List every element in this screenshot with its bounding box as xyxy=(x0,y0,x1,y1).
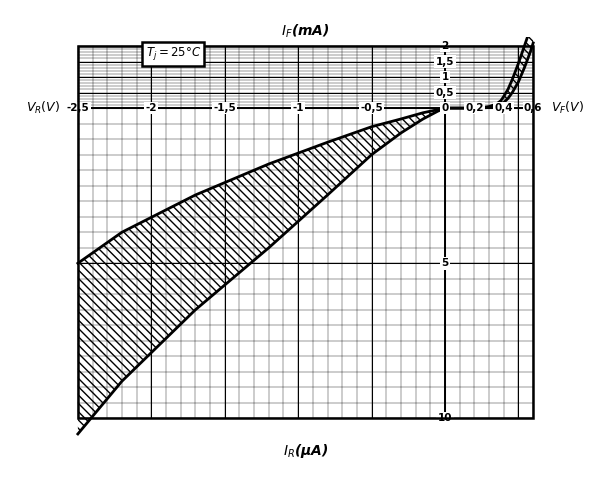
Text: -2,5: -2,5 xyxy=(67,103,90,113)
Text: -1: -1 xyxy=(292,103,304,113)
Text: 0: 0 xyxy=(442,103,449,113)
Text: 5: 5 xyxy=(442,258,449,268)
Text: $I_F$(mA): $I_F$(mA) xyxy=(281,23,330,40)
Text: 0,6: 0,6 xyxy=(524,103,543,113)
Bar xyxy=(78,46,533,418)
Text: $V_R(V)$: $V_R(V)$ xyxy=(26,100,60,116)
Text: 2: 2 xyxy=(442,41,449,51)
Text: $I_R$(μA): $I_R$(μA) xyxy=(283,442,329,460)
Text: 0,4: 0,4 xyxy=(494,103,513,113)
Bar xyxy=(78,46,533,418)
Text: $V_F(V)$: $V_F(V)$ xyxy=(551,100,584,116)
Text: -0,5: -0,5 xyxy=(360,103,383,113)
Text: -2: -2 xyxy=(146,103,157,113)
Text: 1,5: 1,5 xyxy=(436,57,454,67)
Text: $T_j=25°C$: $T_j=25°C$ xyxy=(146,45,201,62)
Text: 0,2: 0,2 xyxy=(465,103,483,113)
Text: 0,5: 0,5 xyxy=(436,88,454,98)
Text: 10: 10 xyxy=(438,413,453,423)
Text: -1,5: -1,5 xyxy=(214,103,236,113)
Text: 1: 1 xyxy=(442,72,449,82)
